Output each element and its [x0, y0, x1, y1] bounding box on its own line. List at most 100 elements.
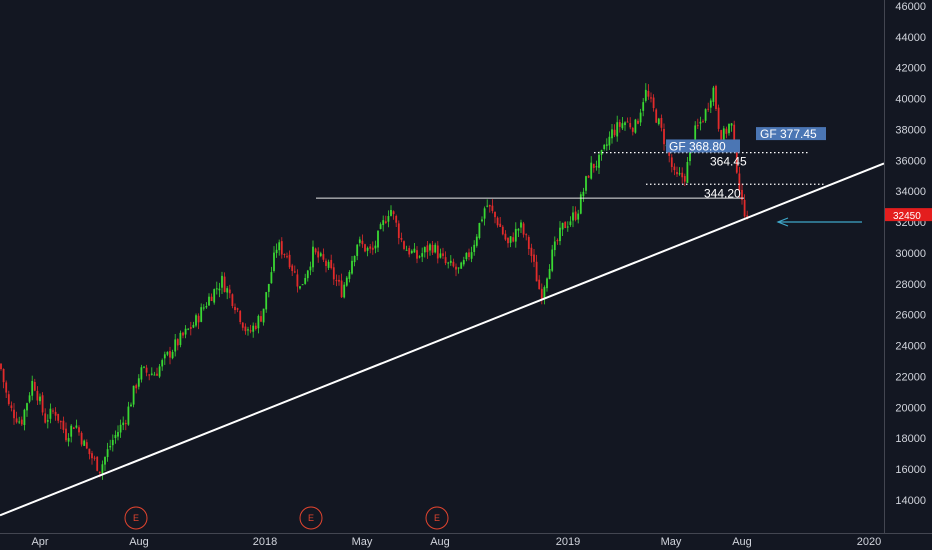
candle [657, 117, 660, 126]
candle [247, 326, 249, 336]
candle [483, 206, 486, 226]
y-tick-label: 46000 [895, 1, 926, 13]
candle [543, 285, 546, 305]
candle [574, 206, 577, 222]
y-tick-label: 42000 [895, 63, 926, 75]
candle [85, 439, 88, 450]
candle [23, 408, 26, 431]
candle [319, 251, 322, 258]
candle [270, 266, 273, 284]
candle [327, 259, 330, 271]
x-tick-label: 2018 [253, 536, 277, 548]
candle [330, 254, 333, 270]
candle [442, 247, 444, 259]
earnings-event-marker[interactable]: E [299, 506, 323, 530]
y-tick-label: 24000 [895, 341, 926, 353]
candle [374, 240, 377, 254]
candle [540, 283, 543, 305]
candle [314, 247, 317, 255]
candle [265, 291, 268, 313]
candle [637, 118, 639, 125]
candle [111, 434, 114, 452]
candle [564, 221, 567, 229]
candle [559, 221, 561, 246]
candle [530, 243, 533, 263]
candle [301, 284, 304, 286]
candle [135, 383, 138, 394]
candle [603, 143, 606, 151]
candle [533, 248, 535, 268]
y-tick-label: 14000 [895, 495, 926, 507]
x-tick-label: Aug [430, 536, 450, 548]
candle [509, 236, 512, 248]
candle [535, 254, 538, 282]
y-tick-label: 36000 [895, 155, 926, 167]
candle [140, 364, 143, 383]
gf-label-2: GF 377.45 [760, 127, 817, 141]
candle [353, 255, 356, 267]
candle [439, 248, 442, 259]
candle [176, 338, 179, 351]
candle [681, 167, 684, 184]
candle [462, 256, 465, 267]
candle [286, 252, 288, 259]
y-tick-label: 30000 [895, 248, 926, 260]
candle [348, 270, 351, 283]
candle [369, 243, 372, 254]
candle [210, 293, 213, 302]
level-label-344: 344.20 [704, 186, 741, 200]
candle [49, 403, 52, 424]
x-tick-label: May [352, 536, 373, 548]
candle [234, 303, 236, 314]
candle [670, 154, 673, 173]
candle [631, 126, 634, 136]
candle [184, 325, 187, 339]
candle [434, 242, 437, 254]
ascending-trendline[interactable] [0, 162, 885, 517]
candle [486, 199, 489, 208]
candle [395, 214, 398, 227]
earnings-event-marker[interactable]: E [124, 506, 148, 530]
candle [205, 302, 208, 309]
candle [707, 102, 710, 112]
candle [2, 368, 5, 389]
candle [39, 393, 41, 405]
candle [296, 269, 299, 293]
candle [109, 439, 112, 451]
event-letter: E [133, 513, 139, 523]
candle [403, 240, 405, 251]
x-axis-ticks: Apr Aug 2018 May Aug 2019 May Aug 2020 [31, 536, 881, 548]
candle [28, 392, 31, 404]
candle [312, 240, 314, 272]
candle [460, 261, 463, 269]
y-tick-label: 38000 [895, 124, 926, 136]
candle [501, 225, 504, 236]
candle [187, 328, 190, 331]
candle [618, 119, 621, 133]
candle [36, 386, 39, 405]
candle [470, 246, 473, 263]
candle [169, 346, 171, 365]
candle [15, 411, 18, 424]
candle [400, 232, 403, 243]
candle [174, 333, 177, 357]
candle [416, 246, 418, 264]
candle [41, 392, 44, 416]
candle [197, 313, 200, 330]
candle [127, 401, 130, 426]
candle [304, 273, 307, 285]
candle [468, 248, 470, 261]
candle [215, 281, 218, 295]
candle [522, 221, 525, 238]
candle [743, 194, 746, 218]
candle [231, 293, 234, 309]
candle [46, 414, 49, 429]
candle [239, 309, 242, 325]
x-tick-label: May [661, 536, 682, 548]
candle [62, 416, 65, 434]
y-tick-label: 40000 [895, 94, 926, 106]
candle [712, 85, 715, 106]
earnings-event-marker[interactable]: E [425, 506, 449, 530]
candle [517, 228, 520, 237]
